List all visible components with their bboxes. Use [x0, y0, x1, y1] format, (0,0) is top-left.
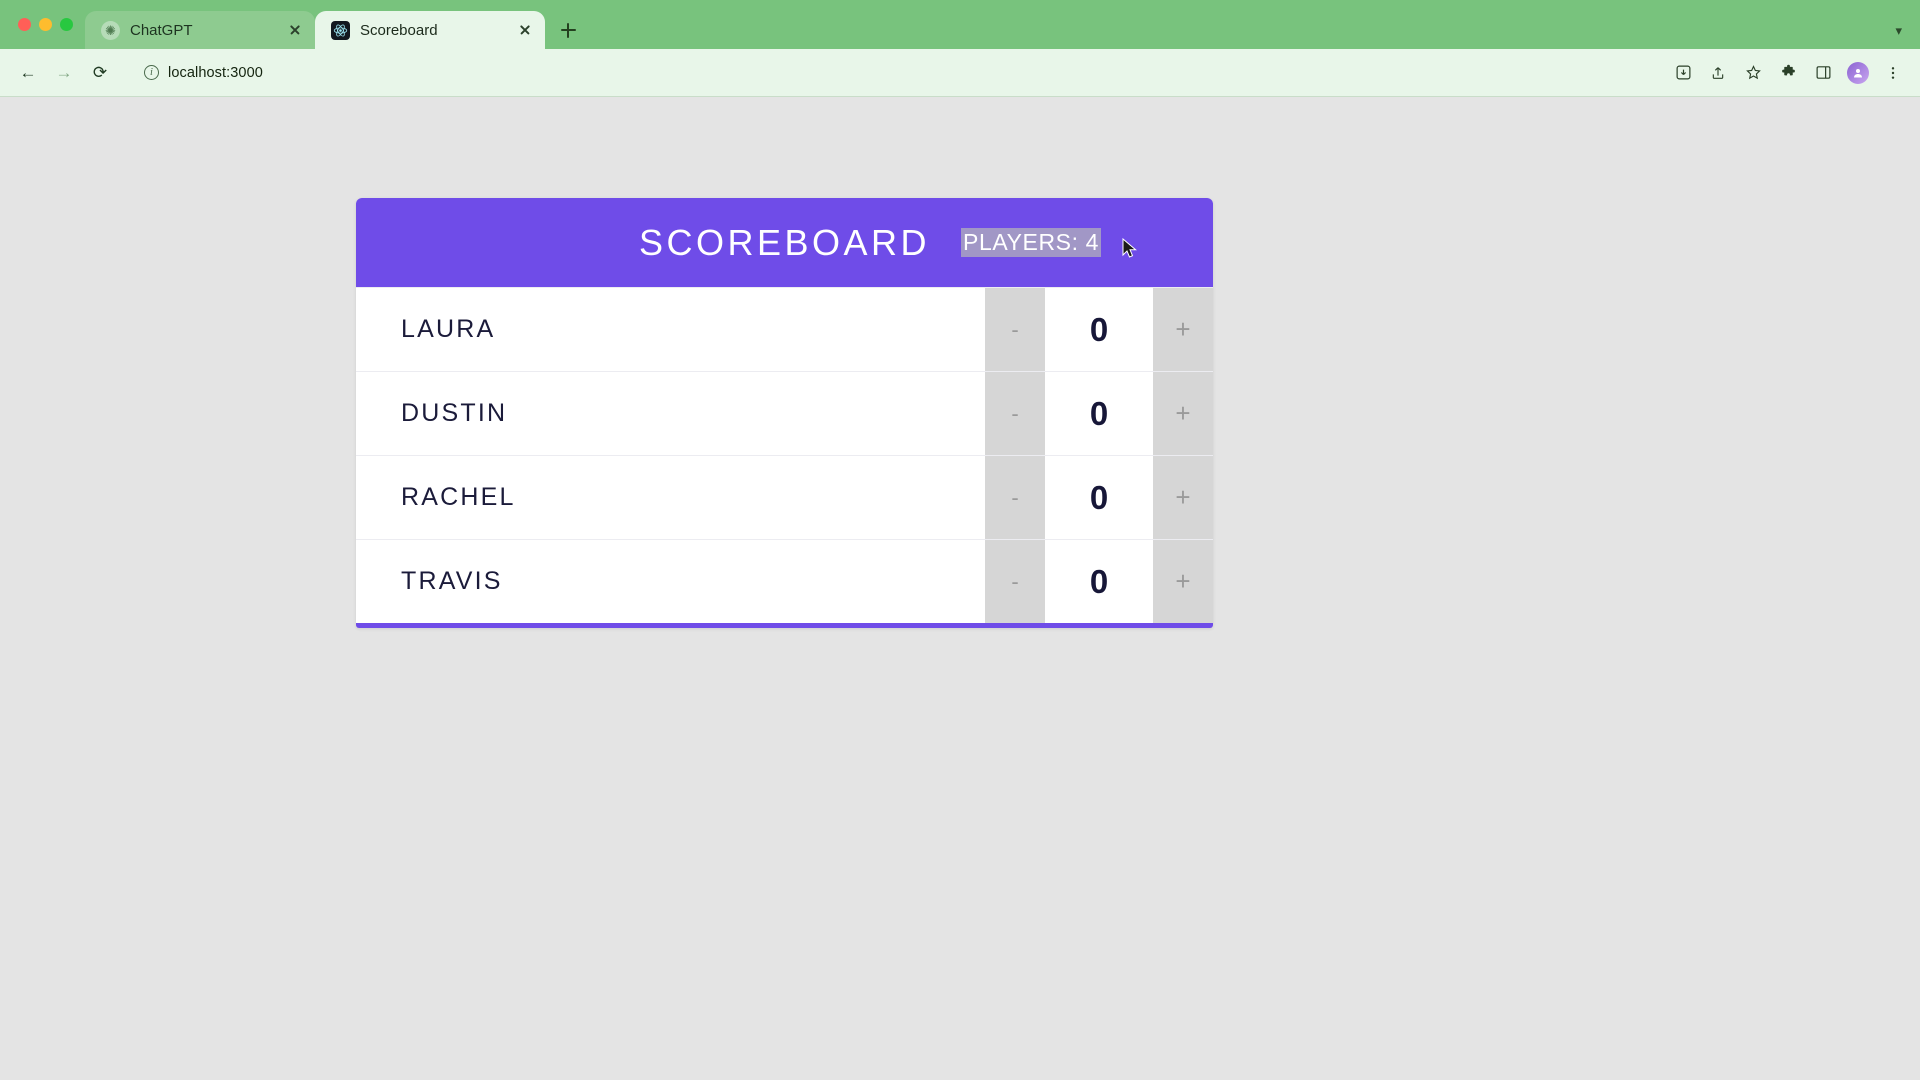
- player-score: 0: [1045, 288, 1153, 371]
- tab-search-chevron-down-icon[interactable]: ▾: [1895, 23, 1902, 38]
- close-tab-icon[interactable]: [285, 20, 305, 40]
- decrement-score-button[interactable]: -: [985, 540, 1045, 623]
- reload-button[interactable]: ⟳: [92, 62, 108, 82]
- share-icon[interactable]: [1703, 58, 1733, 88]
- decrement-score-button[interactable]: -: [985, 372, 1045, 455]
- increment-score-button[interactable]: +: [1153, 372, 1213, 455]
- player-name: LAURA: [401, 315, 496, 343]
- tab-title: Scoreboard: [360, 21, 438, 39]
- url-text: localhost:3000: [168, 64, 263, 81]
- scoreboard-header: SCOREBOARD PLAYERS: 4: [356, 198, 1213, 287]
- profile-avatar-icon[interactable]: [1843, 58, 1873, 88]
- window-traffic-lights: [14, 0, 85, 49]
- avatar: [1847, 61, 1869, 84]
- scoreboard-card: SCOREBOARD PLAYERS: 4 LAURA - 0 + DUSTIN…: [356, 198, 1213, 628]
- player-name: RACHEL: [401, 483, 516, 511]
- site-info-icon[interactable]: i: [144, 65, 159, 80]
- minimize-window-button[interactable]: [39, 18, 52, 31]
- player-name: TRAVIS: [401, 567, 503, 595]
- extensions-puzzle-icon[interactable]: [1773, 58, 1803, 88]
- decrement-score-button[interactable]: -: [985, 456, 1045, 539]
- bookmark-star-icon[interactable]: [1738, 58, 1768, 88]
- close-tab-icon[interactable]: [515, 20, 535, 40]
- tab-title: ChatGPT: [130, 21, 193, 39]
- browser-toolbar: ← → ⟳ i localhost:3000: [0, 49, 1920, 97]
- player-row: RACHEL - 0 +: [356, 455, 1213, 539]
- increment-score-button[interactable]: +: [1153, 456, 1213, 539]
- player-row: DUSTIN - 0 +: [356, 371, 1213, 455]
- page-viewport: SCOREBOARD PLAYERS: 4 LAURA - 0 + DUSTIN…: [0, 97, 1920, 1080]
- react-favicon-icon: [331, 20, 350, 40]
- back-button[interactable]: ←: [19, 62, 37, 82]
- forward-button[interactable]: →: [55, 62, 73, 82]
- player-row: TRAVIS - 0 +: [356, 539, 1213, 623]
- address-bar[interactable]: i localhost:3000: [130, 56, 1654, 89]
- side-panel-icon[interactable]: [1808, 58, 1838, 88]
- player-name: DUSTIN: [401, 399, 508, 427]
- player-score: 0: [1045, 540, 1153, 623]
- decrement-score-button[interactable]: -: [985, 288, 1045, 371]
- close-window-button[interactable]: [18, 18, 31, 31]
- player-score: 0: [1045, 372, 1153, 455]
- install-app-icon[interactable]: [1668, 58, 1698, 88]
- new-tab-button[interactable]: [553, 15, 583, 45]
- increment-score-button[interactable]: +: [1153, 288, 1213, 371]
- player-score: 0: [1045, 456, 1153, 539]
- players-count-label: PLAYERS: 4: [961, 228, 1101, 257]
- chrome-menu-icon[interactable]: [1878, 58, 1908, 88]
- chatgpt-favicon-icon: ✺: [101, 20, 120, 40]
- tab-strip: ✺ ChatGPT Scoreboard ▾: [0, 0, 1920, 49]
- maximize-window-button[interactable]: [60, 18, 73, 31]
- tab-chatgpt[interactable]: ✺ ChatGPT: [85, 11, 315, 49]
- increment-score-button[interactable]: +: [1153, 540, 1213, 623]
- player-row: LAURA - 0 +: [356, 287, 1213, 371]
- toolbar-icons: [1668, 58, 1908, 88]
- page-title: SCOREBOARD: [638, 221, 931, 263]
- tab-scoreboard[interactable]: Scoreboard: [315, 11, 545, 49]
